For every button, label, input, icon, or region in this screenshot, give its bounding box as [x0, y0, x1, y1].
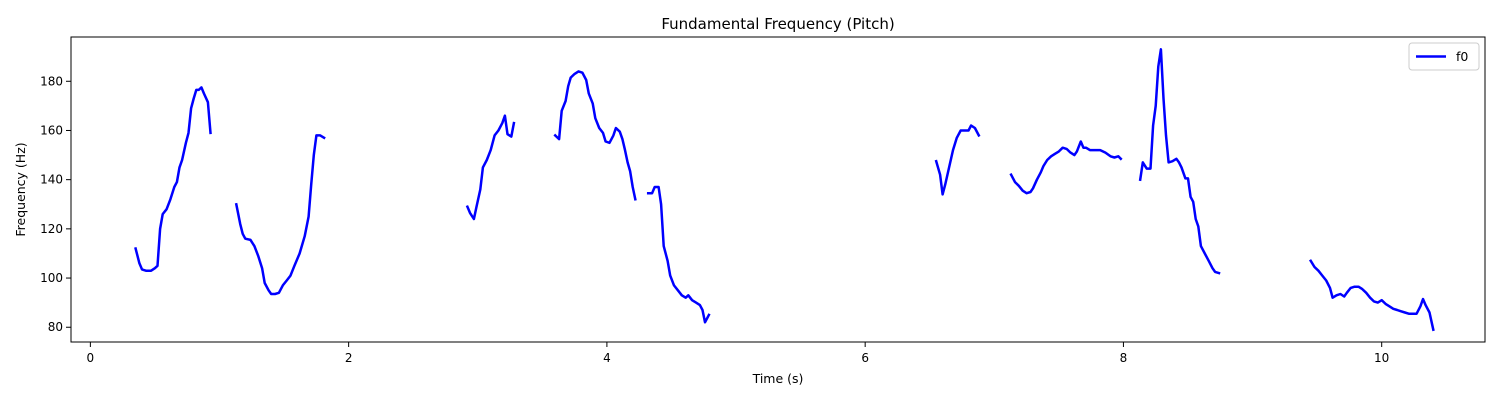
legend: f0 [1408, 42, 1480, 71]
f0-line-segment-8 [1138, 48, 1221, 275]
f0-line-segment-6 [934, 124, 981, 196]
f0-line-segment-2 [234, 134, 326, 296]
f0-line-segment-5 [646, 185, 711, 324]
series-layer [134, 48, 1435, 332]
x-tick-label: 8 [1120, 351, 1128, 365]
y-tick-label: 80 [48, 320, 63, 334]
f0-line-segment-9 [1308, 259, 1435, 332]
y-tick-label: 160 [40, 123, 63, 137]
y-tick-label: 120 [40, 222, 63, 236]
x-tick-label: 0 [87, 351, 95, 365]
x-tick-label: 10 [1374, 351, 1389, 365]
x-axis-ticks: 0 2 4 6 8 10 [87, 342, 1389, 365]
plot-area [70, 36, 1486, 343]
f0-line-segment-4 [553, 70, 637, 201]
x-tick-label: 6 [861, 351, 869, 365]
y-axis-label: Frequency (Hz) [13, 142, 28, 236]
x-axis-label: Time (s) [752, 371, 804, 386]
legend-label: f0 [1456, 49, 1468, 64]
x-tick-label: 4 [603, 351, 611, 365]
x-tick-label: 2 [345, 351, 353, 365]
y-tick-label: 140 [40, 173, 63, 187]
y-axis-ticks: 80 100 120 140 160 180 [40, 74, 71, 334]
chart-title: Fundamental Frequency (Pitch) [661, 15, 894, 33]
f0-line-segment-3 [465, 114, 516, 221]
y-tick-label: 180 [40, 74, 63, 88]
f0-line-segment-7 [1009, 140, 1123, 195]
f0-line-segment-1 [134, 86, 212, 272]
y-tick-label: 100 [40, 271, 63, 285]
